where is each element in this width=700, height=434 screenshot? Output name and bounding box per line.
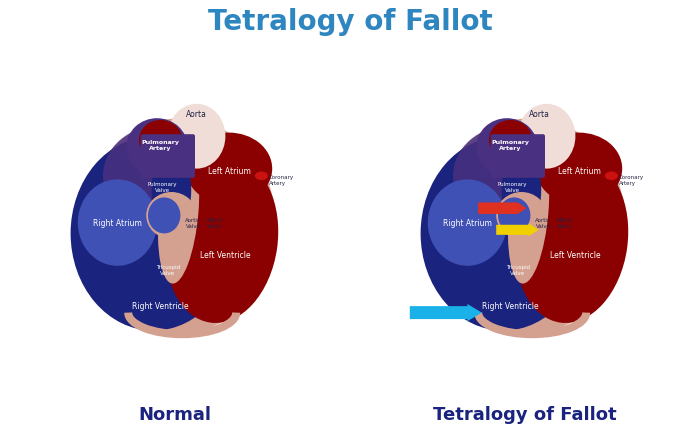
Ellipse shape — [502, 148, 541, 234]
Ellipse shape — [515, 159, 628, 323]
Ellipse shape — [139, 121, 182, 160]
Text: Pulmonary
Artery: Pulmonary Artery — [141, 140, 180, 151]
Text: Mitral
Valve: Mitral Valve — [556, 218, 573, 228]
FancyArrow shape — [410, 304, 482, 322]
Text: Coronary
Artery: Coronary Artery — [269, 174, 294, 185]
Ellipse shape — [255, 172, 268, 181]
Ellipse shape — [81, 119, 276, 334]
Ellipse shape — [152, 148, 191, 234]
Ellipse shape — [78, 180, 157, 266]
FancyBboxPatch shape — [141, 135, 195, 178]
Ellipse shape — [165, 159, 278, 323]
Ellipse shape — [168, 105, 225, 169]
Ellipse shape — [508, 141, 550, 284]
Ellipse shape — [428, 180, 507, 266]
Ellipse shape — [518, 105, 575, 169]
Text: Tetralogy of Fallot: Tetralogy of Fallot — [208, 8, 492, 36]
Text: Aortic
Valve: Aortic Valve — [535, 218, 551, 228]
FancyBboxPatch shape — [491, 135, 545, 178]
Text: Right Atrium: Right Atrium — [93, 219, 142, 227]
Text: Coronary
Artery: Coronary Artery — [619, 174, 644, 185]
Ellipse shape — [536, 133, 622, 205]
Ellipse shape — [453, 126, 568, 227]
Text: Tricuspid
Valve: Tricuspid Valve — [505, 264, 530, 275]
Text: Mitral
Valve: Mitral Valve — [207, 218, 223, 228]
Text: Pulmonary
Artery: Pulmonary Artery — [491, 140, 530, 151]
Ellipse shape — [103, 126, 218, 227]
Text: Left Ventricle: Left Ventricle — [550, 251, 601, 260]
Ellipse shape — [186, 133, 272, 205]
Text: Right Ventricle: Right Ventricle — [132, 301, 189, 310]
Ellipse shape — [421, 137, 586, 331]
Ellipse shape — [605, 172, 618, 181]
Text: Left Atrium: Left Atrium — [558, 166, 601, 175]
Ellipse shape — [158, 141, 200, 284]
Text: Left Atrium: Left Atrium — [208, 166, 251, 175]
Text: Tricuspid
Valve: Tricuspid Valve — [155, 264, 180, 275]
FancyArrow shape — [496, 224, 539, 237]
Ellipse shape — [71, 137, 236, 331]
Ellipse shape — [477, 119, 538, 176]
Ellipse shape — [489, 121, 532, 160]
Ellipse shape — [146, 193, 197, 239]
Text: Right Atrium: Right Atrium — [443, 219, 492, 227]
Text: Pulmonary
Valve: Pulmonary Valve — [497, 182, 527, 193]
FancyArrow shape — [478, 203, 526, 214]
Text: Tetralogy of Fallot: Tetralogy of Fallot — [433, 405, 617, 423]
Text: Aorta: Aorta — [186, 110, 207, 119]
Text: Normal: Normal — [139, 405, 211, 423]
Text: Aorta: Aorta — [529, 110, 550, 119]
Ellipse shape — [496, 193, 547, 239]
Text: Right Ventricle: Right Ventricle — [482, 301, 539, 310]
Text: Left Ventricle: Left Ventricle — [200, 251, 251, 260]
Text: Aortic
Valve: Aortic Valve — [185, 218, 201, 228]
Text: Pulmonary
Valve: Pulmonary Valve — [147, 182, 177, 193]
Ellipse shape — [127, 119, 188, 176]
Ellipse shape — [431, 119, 626, 334]
Ellipse shape — [498, 198, 531, 234]
Ellipse shape — [148, 198, 181, 234]
